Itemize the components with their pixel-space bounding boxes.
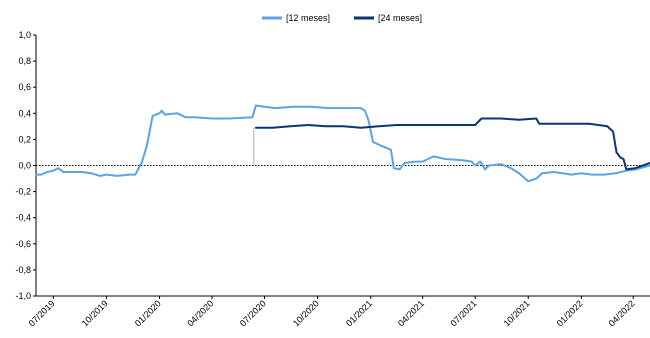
x-tick-label: 07/2019 (27, 298, 57, 328)
y-tick-label: -0,6 (15, 239, 31, 249)
y-tick-label: 1,0 (18, 30, 31, 40)
y-tick-label: -0,4 (15, 213, 31, 223)
series-line-12-meses (35, 104, 650, 183)
y-tick-label: -0,8 (15, 265, 31, 275)
x-tick-label: 01/2022 (555, 298, 585, 328)
y-axis: 1,0 0,8 0,6 0,4 0,2 0,0 -0,2 -0,4 -0,6 -0,8 -1,0 (15, 30, 37, 301)
x-tick-label: 07/2021 (448, 298, 478, 328)
y-tick-label: 0,4 (18, 108, 31, 118)
y-tick-label: 0,8 (18, 56, 31, 66)
x-tick-label: 10/2020 (291, 298, 321, 328)
x-tick-label: 10/2019 (80, 298, 110, 328)
legend: [12 meses] [24 meses] (262, 13, 422, 23)
y-tick-label: 0,2 (18, 134, 31, 144)
y-tick-label: 0,0 (18, 161, 31, 171)
series-layer (35, 104, 650, 183)
x-tick-label: 01/2020 (133, 298, 163, 328)
x-tick-label: 10/2021 (502, 298, 532, 328)
series-line-24-meses (254, 117, 650, 171)
x-tick-label: 04/2020 (185, 298, 215, 328)
x-tick-label: 07/2020 (238, 298, 268, 328)
y-tick-label: -1,0 (15, 291, 31, 301)
y-tick-label: 0,6 (18, 82, 31, 92)
x-axis: 07/2019 10/2019 01/2020 04/2020 07/2020 10/20… (27, 295, 650, 328)
x-tick-label: 04/2022 (607, 298, 637, 328)
x-tick-label: 01/2021 (344, 298, 374, 328)
legend-label: [12 meses] (286, 13, 330, 23)
y-tick-label: -0,2 (15, 187, 31, 197)
x-tick-label: 04/2021 (396, 298, 426, 328)
legend-label: [24 meses] (378, 13, 422, 23)
